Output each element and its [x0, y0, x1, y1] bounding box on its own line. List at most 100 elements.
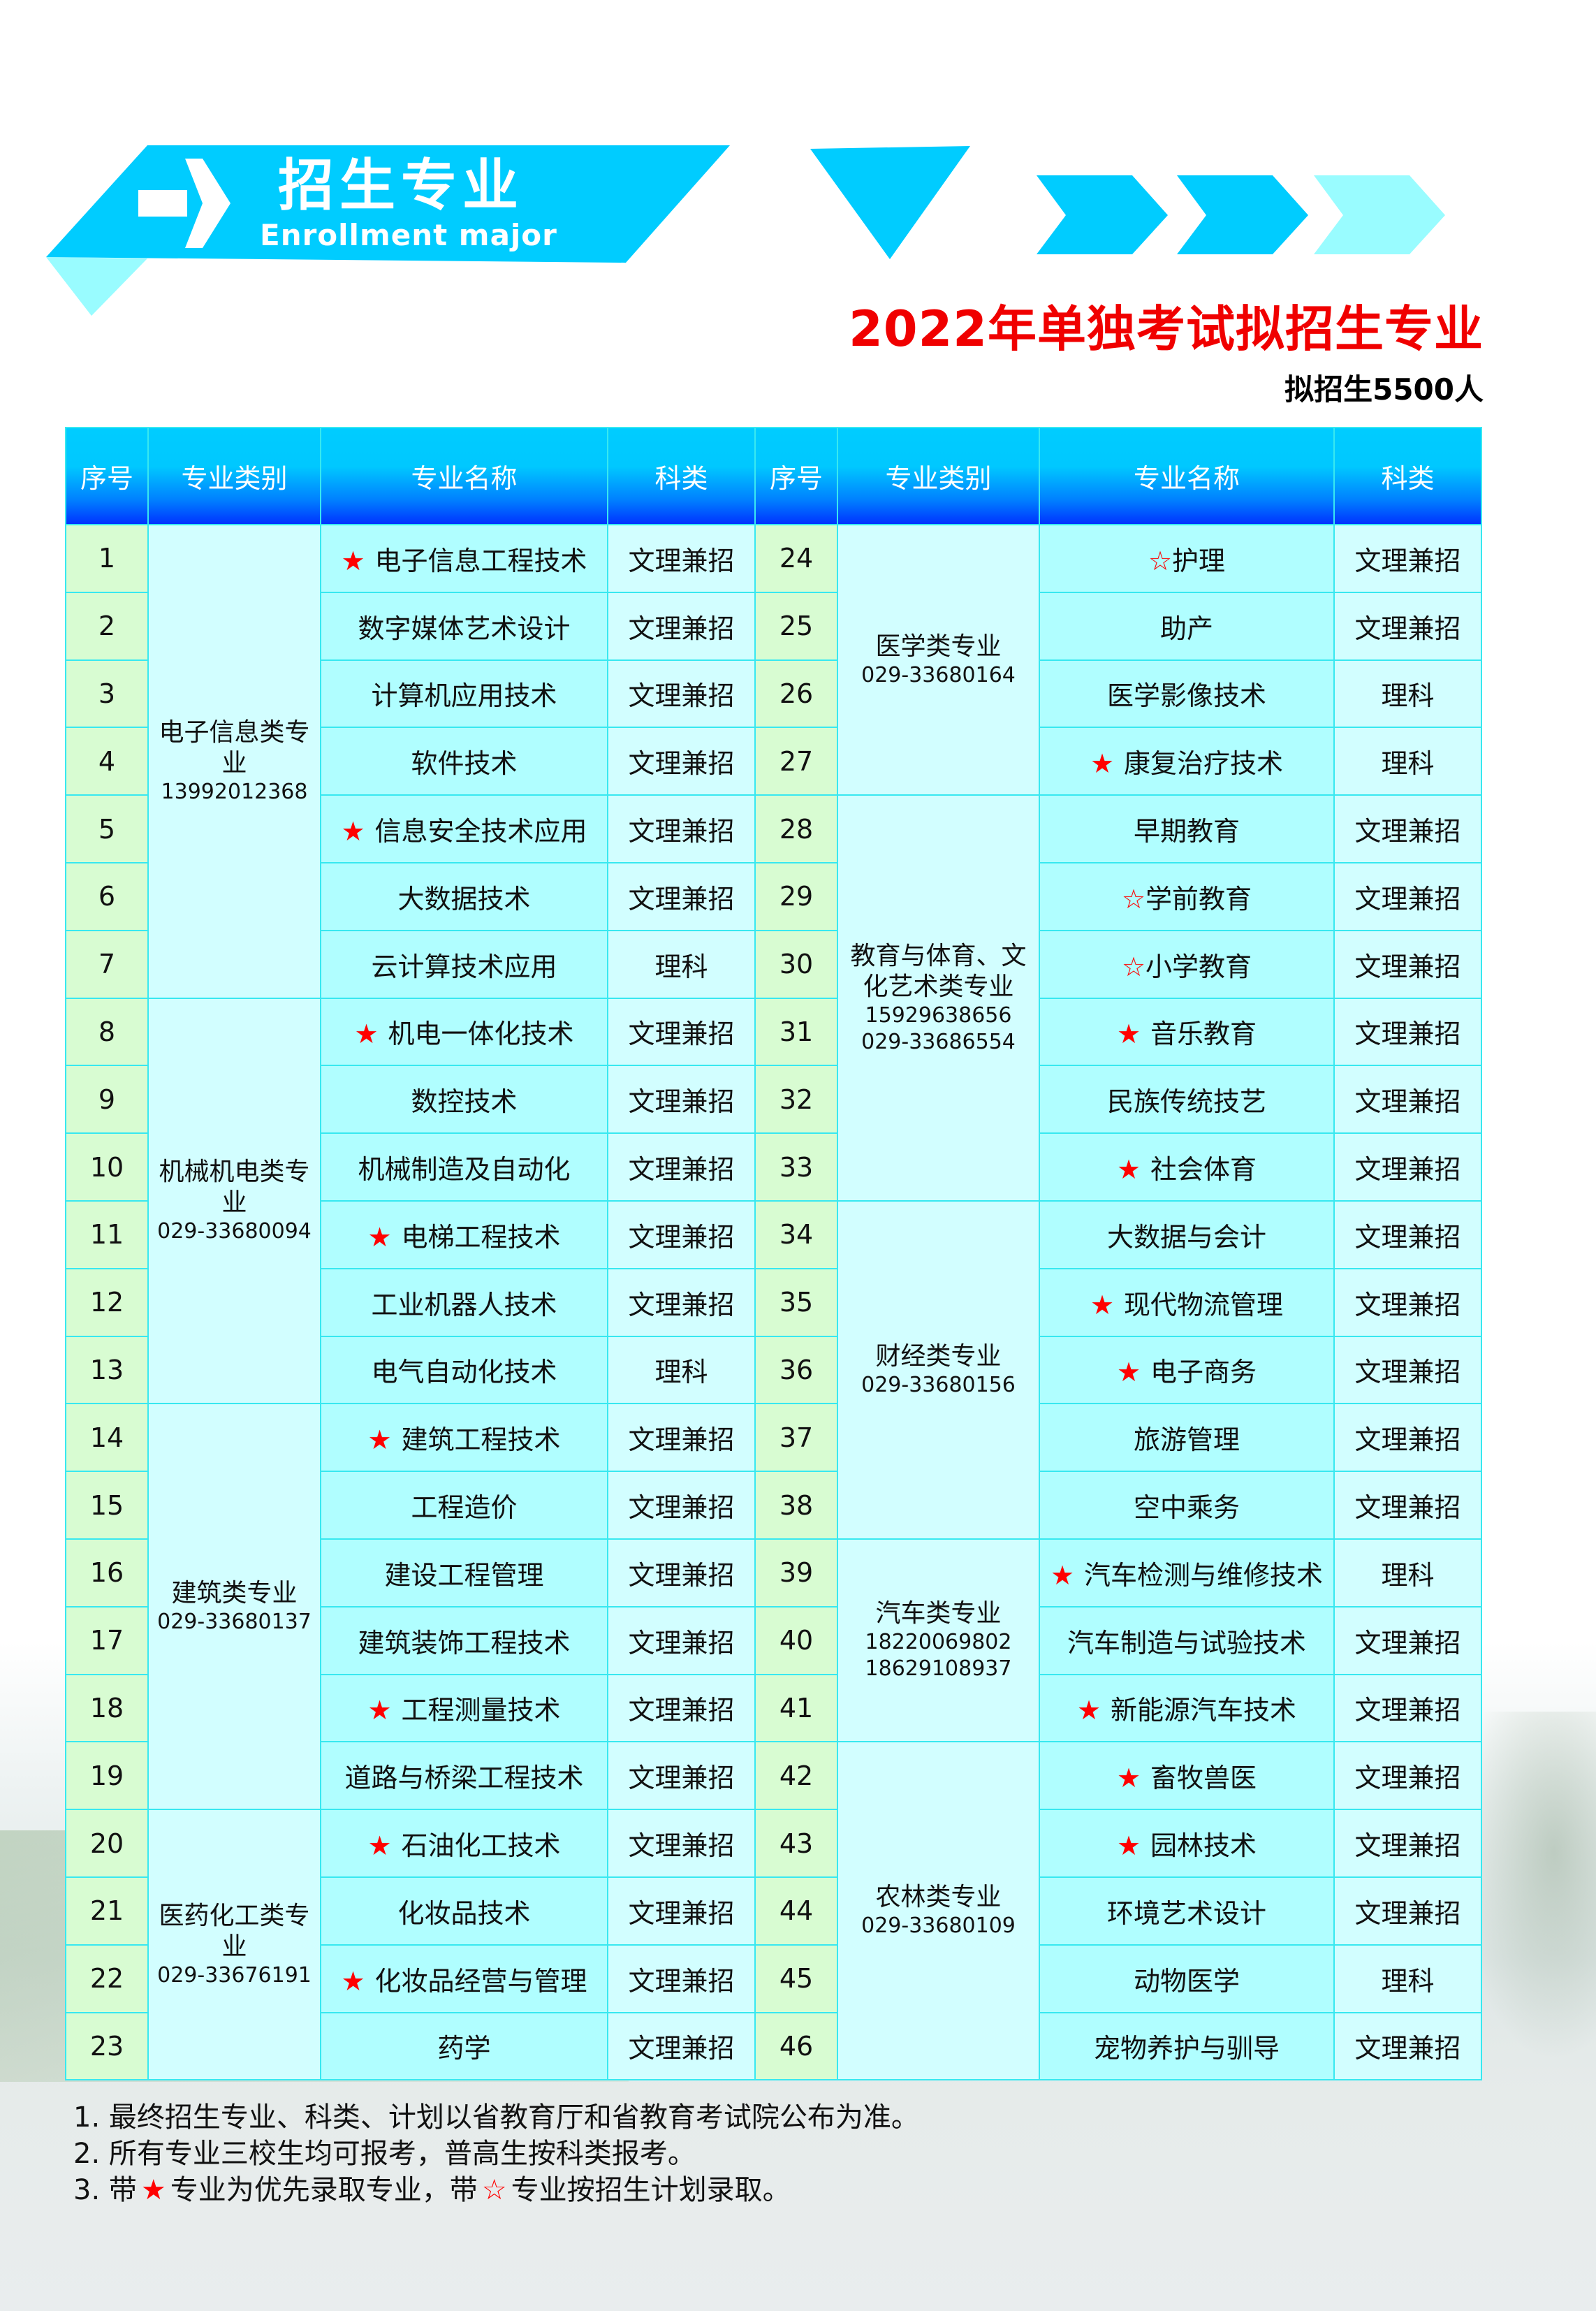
table-row: 2 数字媒体艺术设计 文理兼招 25 助产 文理兼招 — [65, 591, 1482, 661]
solid-star-icon: ★ — [354, 1019, 379, 1050]
major-name: 计算机应用技术 — [320, 659, 608, 729]
row-number: 43 — [754, 1809, 838, 1878]
hollow-star-icon: ☆ — [481, 2174, 507, 2206]
subject-type: 文理兼招 — [607, 1065, 756, 1135]
table-row: 5 ★ 信息安全技术应用 文理兼招 28 教育与体育、文化艺术类专业 15929638656… — [65, 794, 1482, 1202]
row-number: 39 — [754, 1538, 838, 1608]
solid-star-icon: ★ — [1050, 1559, 1075, 1591]
category-phone: 18629108937 — [865, 1656, 1012, 1682]
row-number: 22 — [65, 1944, 149, 2013]
row-number: 34 — [754, 1200, 838, 1269]
subject-type: 文理兼招 — [1333, 1132, 1482, 1202]
solid-star-icon: ★ — [367, 1424, 392, 1456]
major-name-text: 园林技术 — [1150, 1830, 1257, 1862]
note-item: 3. 带 ★ 专业为优先录取专业，带 ☆ 专业按招生计划录取。 — [73, 2172, 919, 2208]
category-cell: 医药化工类专业 029-33676191 — [147, 1809, 321, 2081]
major-name: ★ 电梯工程技术 — [320, 1200, 608, 1269]
major-name: ★ 化妆品经营与管理 — [320, 1944, 608, 2013]
solid-star-icon: ★ — [1090, 748, 1115, 780]
major-name-text: 汽车检测与维修技术 — [1084, 1559, 1324, 1591]
category-name: 农林类专业 — [875, 1883, 1002, 1912]
major-name: 数控技术 — [320, 1065, 608, 1135]
header-subject-type: 科类 — [1333, 427, 1482, 525]
major-name-text: 信息安全技术应用 — [374, 816, 587, 847]
table-row: 6 大数据技术 文理兼招 29 ☆学前教育 文理兼招 — [65, 861, 1482, 931]
category-phone: 029-33680109 — [861, 1913, 1016, 1939]
major-name: ★ 园林技术 — [1039, 1809, 1335, 1878]
row-number: 16 — [65, 1538, 149, 1608]
subject-type: 文理兼招 — [607, 1944, 756, 2013]
table-row: 10 机械制造及自动化 文理兼招 33 ★ 社会体育 文理兼招 — [65, 1132, 1482, 1202]
row-number: 11 — [65, 1200, 149, 1269]
subject-type: 文理兼招 — [1333, 524, 1482, 593]
subject-type: 文理兼招 — [1333, 929, 1482, 999]
category-phone: 029-33676191 — [157, 1962, 312, 1988]
subject-type: 文理兼招 — [607, 727, 756, 796]
solid-star-icon: ★ — [1116, 1763, 1141, 1794]
subject-type: 文理兼招 — [607, 861, 756, 931]
major-name: ☆学前教育 — [1039, 861, 1335, 931]
major-name-text: 化妆品经营与管理 — [374, 1965, 587, 1997]
row-number: 44 — [754, 1876, 838, 1946]
subject-type: 文理兼招 — [607, 591, 756, 661]
major-name-text: 小学教育 — [1145, 951, 1252, 982]
chevron-2 — [1177, 175, 1308, 254]
major-name: ☆小学教育 — [1039, 929, 1335, 999]
solid-star-icon: ★ — [1116, 1357, 1141, 1388]
major-name-text: 动物医学 — [1133, 1965, 1240, 1997]
table-row: 13 电气自动化技术 理科 36 ★ 电子商务 文理兼招 — [65, 1335, 1482, 1405]
subject-type: 文理兼招 — [1333, 1065, 1482, 1135]
row-number: 5 — [65, 794, 149, 863]
row-number: 4 — [65, 727, 149, 796]
major-name: 民族传统技艺 — [1039, 1065, 1335, 1135]
category-phone: 029-33680137 — [157, 1609, 312, 1634]
row-number: 30 — [754, 929, 838, 999]
header-major-name: 专业名称 — [320, 427, 608, 525]
subject-type: 文理兼招 — [607, 1741, 756, 1811]
subject-type: 文理兼招 — [1333, 1335, 1482, 1405]
major-name-text: 软件技术 — [411, 748, 518, 780]
category-phone: 15929638656 — [865, 1003, 1012, 1028]
note-item: 2. 所有专业三校生均可报考，普高生按科类报考。 — [73, 2138, 696, 2170]
row-number: 28 — [754, 794, 838, 863]
major-name: 机械制造及自动化 — [320, 1132, 608, 1202]
category-cell: 农林类专业 029-33680109 — [837, 1741, 1040, 2081]
major-name-text: 工业机器人技术 — [371, 1289, 557, 1320]
category-cell: 医学类专业 029-33680164 — [837, 523, 1040, 796]
subject-type: 文理兼招 — [1333, 591, 1482, 661]
row-number: 41 — [754, 1673, 838, 1743]
row-number: 3 — [65, 659, 149, 729]
row-number: 46 — [754, 2011, 838, 2081]
category-name: 机械机电类专业 — [159, 1157, 310, 1217]
major-name: ★ 电子商务 — [1039, 1335, 1335, 1405]
major-name: 汽车制造与试验技术 — [1039, 1605, 1335, 1675]
category-cell: 电子信息类专业 13992012368 — [147, 524, 321, 999]
major-name: 大数据与会计 — [1039, 1200, 1335, 1269]
major-name-text: 民族传统技艺 — [1106, 1086, 1266, 1118]
major-name: 电气自动化技术 — [320, 1335, 608, 1405]
major-name-text: 建筑装饰工程技术 — [358, 1627, 571, 1658]
category-name: 医药化工类专业 — [159, 1901, 310, 1961]
table-row: 16 建设工程管理 文理兼招 39 汽车类专业 18220069802 1862910893… — [65, 1538, 1482, 1743]
category-name: 电子信息类专业 — [159, 717, 310, 778]
row-number: 7 — [65, 929, 149, 999]
major-name-text: 旅游管理 — [1133, 1424, 1240, 1456]
major-name-text: 化妆品技术 — [397, 1897, 531, 1929]
major-name-text: 云计算技术应用 — [371, 951, 557, 982]
category-phone: 13992012368 — [161, 779, 308, 804]
major-name: 化妆品技术 — [320, 1876, 608, 1946]
row-number: 13 — [65, 1335, 149, 1405]
row-number: 37 — [754, 1403, 838, 1473]
subject-type: 理科 — [607, 1335, 756, 1405]
major-name-text: 现代物流管理 — [1124, 1289, 1284, 1320]
banner-ribbon — [46, 145, 730, 263]
subject-type: 文理兼招 — [1333, 997, 1482, 1067]
table-row: 3 计算机应用技术 文理兼招 26 医学影像技术 理科 — [65, 659, 1482, 729]
subject-type: 文理兼招 — [1333, 794, 1482, 863]
major-name-text: 电气自动化技术 — [371, 1357, 557, 1388]
major-name: ★ 新能源汽车技术 — [1039, 1673, 1335, 1743]
subject-type: 文理兼招 — [607, 1267, 756, 1337]
major-name-text: 数控技术 — [411, 1086, 518, 1118]
subject-type: 文理兼招 — [1333, 1200, 1482, 1269]
solid-star-icon: ★ — [140, 2174, 166, 2206]
